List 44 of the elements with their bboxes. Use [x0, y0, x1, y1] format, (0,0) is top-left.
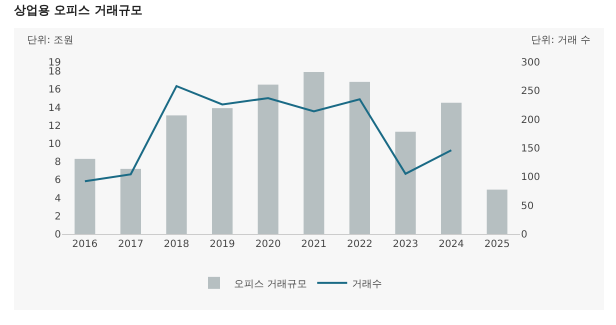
y-tick-label: 0 — [54, 230, 61, 240]
x-tick-label: 2017 — [118, 239, 144, 250]
bar — [212, 108, 233, 234]
x-tick-label: 2019 — [210, 239, 236, 250]
y2-tick-label: 100 — [521, 172, 540, 184]
x-tick-label: 2024 — [438, 239, 464, 250]
y-tick-label: 14 — [48, 102, 61, 114]
y-tick-label: 18 — [48, 66, 61, 78]
bar — [486, 190, 508, 234]
y-tick-label: 8 — [54, 157, 61, 168]
y2-tick-label: 150 — [521, 144, 540, 154]
x-tick-label: 2020 — [255, 239, 281, 250]
legend-label: 오피스 거래규모 — [234, 278, 308, 290]
bar — [258, 84, 278, 234]
x-tick-label: 2022 — [346, 239, 372, 250]
line-series — [84, 85, 452, 182]
bar — [395, 132, 416, 234]
bar — [166, 115, 187, 234]
bar — [440, 102, 462, 234]
bar — [74, 158, 96, 234]
x-tick-label: 2021 — [301, 239, 327, 250]
chart-title: 상업용 오피스 거래규모 — [14, 2, 142, 19]
y-tick-label: 2 — [54, 211, 61, 222]
legend-label: 거래수 — [352, 278, 382, 290]
x-tick-label: 2018 — [164, 239, 190, 250]
x-tick-label: 2023 — [392, 239, 418, 250]
y-tick-label: 4 — [54, 193, 61, 204]
y2-tick-label: 250 — [521, 86, 540, 98]
x-tick-label: 2016 — [72, 239, 98, 250]
bar — [349, 82, 370, 234]
y2-tick-label: 300 — [521, 58, 540, 68]
y2-axis-title: 단위: 거래 수 — [531, 35, 591, 46]
y-tick-label: 10 — [48, 138, 61, 150]
y-axis-title: 단위: 조원 — [27, 35, 74, 46]
bar — [120, 168, 142, 234]
y-tick-label: 6 — [54, 175, 61, 186]
y2-tick-label: 200 — [521, 114, 540, 126]
y-tick-label: 19 — [48, 58, 61, 68]
bar — [304, 72, 324, 234]
y2-tick-label: 0 — [521, 230, 528, 240]
y-tick-label: 16 — [48, 84, 61, 96]
y-tick-label: 12 — [48, 120, 61, 132]
y2-tick-label: 50 — [521, 200, 534, 212]
x-tick-label: 2025 — [484, 239, 510, 250]
